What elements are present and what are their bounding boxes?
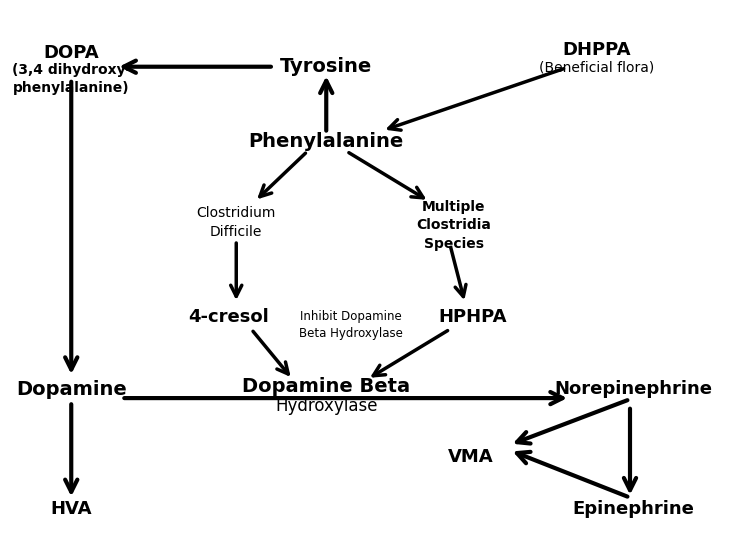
Text: Inhibit Dopamine
Beta Hydroxylase: Inhibit Dopamine Beta Hydroxylase xyxy=(299,310,403,340)
Text: Epinephrine: Epinephrine xyxy=(573,500,694,518)
Text: HPHPA: HPHPA xyxy=(438,308,507,326)
Text: (Beneficial flora): (Beneficial flora) xyxy=(538,61,654,75)
Text: Dopamine Beta: Dopamine Beta xyxy=(242,377,410,396)
Text: 4-cresol: 4-cresol xyxy=(188,308,269,326)
Text: DHPPA: DHPPA xyxy=(562,41,631,59)
Text: VMA: VMA xyxy=(448,448,493,466)
Text: Tyrosine: Tyrosine xyxy=(280,57,372,76)
Text: HVA: HVA xyxy=(50,500,92,518)
Text: DOPA: DOPA xyxy=(44,44,99,62)
Text: Dopamine: Dopamine xyxy=(16,380,127,399)
Text: Norepinephrine: Norepinephrine xyxy=(555,380,712,398)
Text: Clostridium
Difficile: Clostridium Difficile xyxy=(196,206,276,239)
Text: Multiple
Clostridia
Species: Multiple Clostridia Species xyxy=(416,200,491,251)
Text: Hydroxylase: Hydroxylase xyxy=(275,397,377,415)
Text: (3,4 dihydroxy-
phenylalanine): (3,4 dihydroxy- phenylalanine) xyxy=(11,63,131,95)
Text: Phenylalanine: Phenylalanine xyxy=(248,132,404,151)
